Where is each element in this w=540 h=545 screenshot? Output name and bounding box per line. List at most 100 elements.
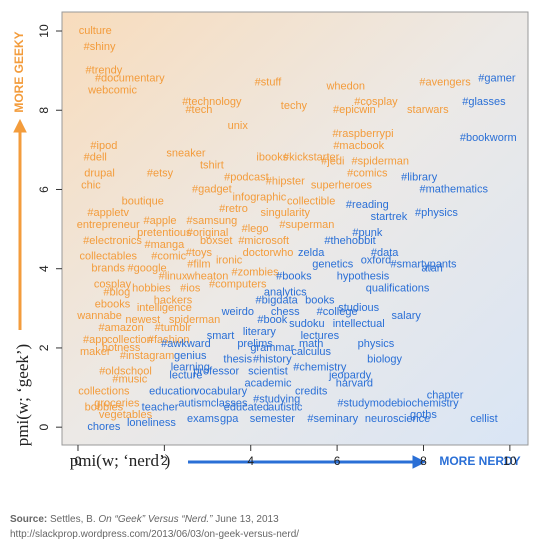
word-point: cosplay — [94, 278, 132, 290]
y-tick-label: 6 — [37, 186, 51, 193]
word-point: #linux — [159, 271, 188, 283]
word-point: #book — [257, 314, 287, 326]
word-point: #shiny — [84, 41, 116, 53]
word-point: #superman — [279, 219, 334, 231]
word-point: #original — [187, 227, 229, 239]
word-point: educated — [224, 401, 269, 413]
word-point: #ios — [180, 282, 201, 294]
word-point: goths — [410, 409, 437, 421]
word-point: #history — [253, 354, 292, 366]
word-point: biochemistry — [397, 397, 459, 409]
word-point: academic — [244, 378, 292, 390]
word-point: infographic — [232, 191, 286, 203]
word-point: biology — [367, 354, 402, 366]
word-point: #etsy — [147, 168, 174, 180]
date: June 13, 2013 — [215, 514, 279, 525]
word-point: salary — [392, 310, 422, 322]
word-point: teacher — [142, 401, 179, 413]
word-point: #jedi — [321, 156, 344, 168]
word-point: intelligence — [137, 302, 192, 314]
word-point: autistic — [268, 401, 303, 413]
word-point: #fashion — [148, 334, 190, 346]
word-point: atari — [421, 263, 442, 275]
x-direction-label: MORE NERDY — [439, 454, 520, 468]
x-tick-label: 8 — [420, 454, 427, 468]
word-point: webcomic — [87, 84, 137, 96]
word-point: chapter — [427, 389, 464, 401]
word-point: #spiderman — [352, 156, 409, 168]
word-point: neuroscience — [365, 413, 430, 425]
word-point: #samsung — [186, 215, 237, 227]
word-point: #music — [112, 374, 147, 386]
word-point: whedon — [325, 80, 365, 92]
word-point: gpa — [220, 413, 239, 425]
word-point: #computers — [209, 278, 267, 290]
x-tick-label: 2 — [161, 454, 168, 468]
word-point: spiderman — [169, 314, 220, 326]
word-point: wannabe — [76, 310, 122, 322]
word-point: #mathematics — [419, 183, 488, 195]
plot-area — [61, 11, 529, 446]
word-point: thesis — [223, 354, 252, 366]
y-tick-label: 4 — [37, 265, 51, 272]
word-point: #film — [187, 259, 210, 271]
word-point: #tumblr — [155, 322, 192, 334]
word-point: lecture — [169, 370, 202, 382]
word-point: #thehobbit — [324, 235, 375, 247]
y-axis-label: pmi(w; ‘geek’) — [13, 344, 32, 446]
x-tick-label: 6 — [334, 454, 341, 468]
word-point: singularity — [261, 207, 311, 219]
word-point: boxset — [200, 235, 232, 247]
word-point: #smartypants — [390, 259, 457, 271]
word-point: hotness — [102, 342, 141, 354]
word-point: prelims — [237, 338, 273, 350]
word-point: groceries — [94, 397, 140, 409]
word-point: calculus — [291, 346, 331, 358]
word-point: #kickstarter — [283, 152, 340, 164]
word-point: genetics — [312, 259, 353, 271]
word-point: #epicwin — [333, 104, 376, 116]
word-point: semester — [250, 413, 296, 425]
word-point: #toys — [186, 247, 213, 259]
word-point: boutique — [122, 195, 164, 207]
word-point: #oldschool — [99, 366, 152, 378]
word-point: #avengers — [419, 76, 471, 88]
word-point: #amazon — [99, 322, 144, 334]
word-point: #tech — [185, 104, 212, 116]
word-point: startrek — [371, 211, 408, 223]
word-point: collection — [107, 334, 153, 346]
word-point: #seminary — [307, 413, 358, 425]
word-point: #reading — [346, 199, 389, 211]
word-point: techy — [281, 100, 308, 112]
word-point: #google — [128, 263, 167, 275]
word-point: collectables — [79, 251, 137, 263]
word-point: #comics — [347, 168, 388, 180]
word-point: drupal — [84, 168, 115, 180]
word-point: #podcast — [224, 172, 269, 184]
word-point: #college — [317, 306, 358, 318]
word-point: collectible — [287, 195, 335, 207]
word-point: zelda — [298, 247, 325, 259]
word-point: #retro — [219, 203, 248, 215]
word-point: doctorwho — [243, 247, 294, 259]
y-tick-label: 0 — [37, 424, 51, 431]
word-point: #studying — [253, 393, 300, 405]
word-point: wheaton — [186, 271, 229, 283]
word-point: #documentary — [95, 72, 165, 84]
y-tick-label: 2 — [37, 344, 51, 351]
word-point: #books — [276, 271, 312, 283]
x-tick-label: 4 — [247, 454, 254, 468]
word-point: #library — [401, 172, 438, 184]
word-point: sneaker — [166, 148, 205, 160]
word-point: ironic — [216, 255, 243, 267]
citation: Source: Settles, B. On “Geek” Versus “Ne… — [10, 512, 299, 527]
word-point: math — [299, 338, 323, 350]
word-point: #awkward — [161, 338, 211, 350]
word-point: unix — [228, 120, 249, 132]
word-point: smart — [207, 330, 235, 342]
x-axis-label: pmi(w; ‘nerd’) — [70, 451, 171, 470]
word-point: literary — [243, 326, 277, 338]
word-point: analytics — [264, 286, 307, 298]
word-point: physics — [358, 338, 395, 350]
word-point: exams — [187, 413, 220, 425]
